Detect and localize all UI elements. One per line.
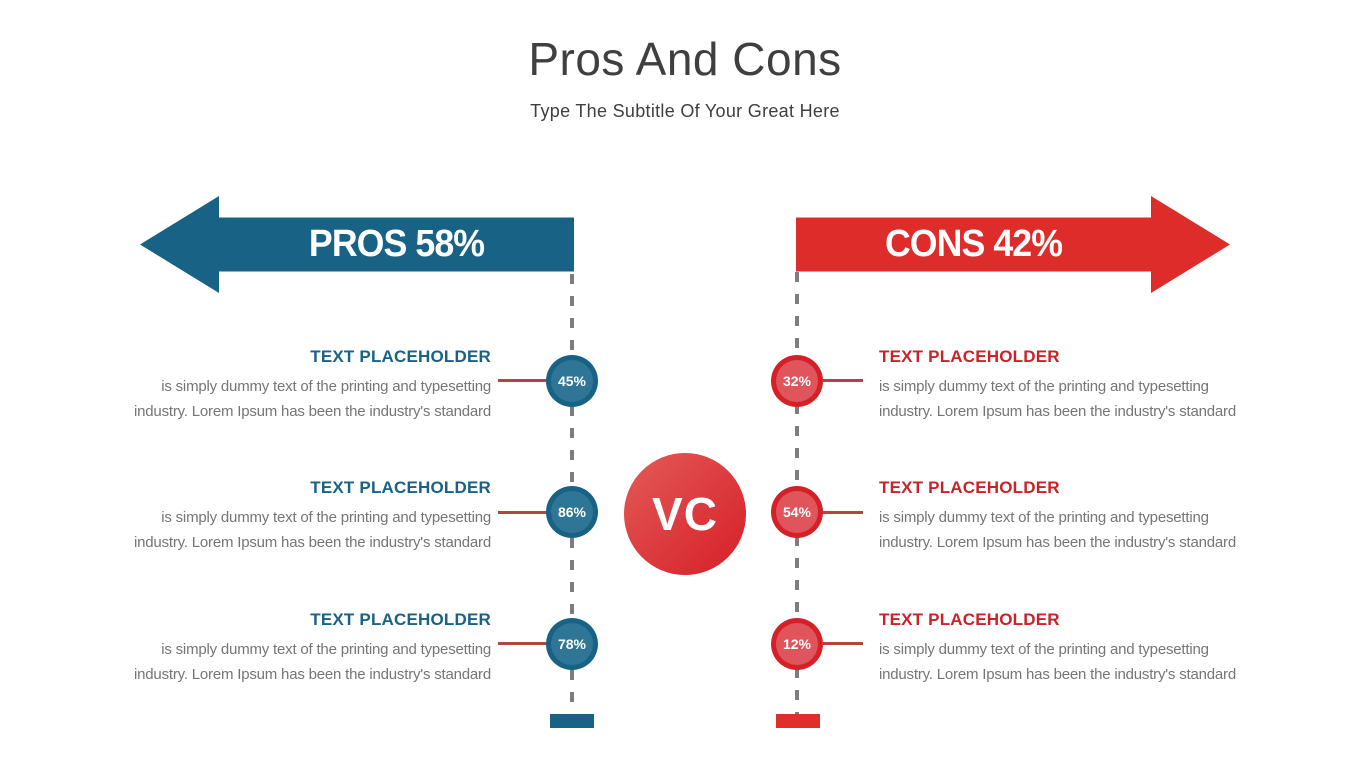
cons-arrow: CONS 42%	[796, 196, 1230, 293]
cons-value-badge: 54%	[771, 486, 823, 538]
pros-item-body-line: industry. Lorem Ipsum has been the indus…	[134, 402, 491, 420]
pros-item-heading: TEXT PLACEHOLDER	[310, 610, 491, 629]
pros-arrow: PROS 58%	[140, 196, 574, 293]
pros-item-body-line: industry. Lorem Ipsum has been the indus…	[134, 533, 491, 551]
cons-item-body-line: is simply dummy text of the printing and…	[879, 378, 1209, 395]
cons-item-3: TEXT PLACEHOLDER is simply dummy text of…	[879, 610, 1236, 687]
page-title: Pros And Cons	[528, 33, 842, 85]
pros-value-badge: 86%	[546, 486, 598, 538]
cons-value-badge: 12%	[771, 618, 823, 670]
cons-item-body-line: is simply dummy text of the printing and…	[879, 641, 1209, 658]
cons-spine-endcap	[776, 714, 820, 728]
pros-item-2: TEXT PLACEHOLDER is simply dummy text of…	[134, 478, 491, 555]
cons-item-1: TEXT PLACEHOLDER is simply dummy text of…	[879, 347, 1236, 424]
pros-value-badge: 45%	[546, 355, 598, 407]
pros-arrow-label: PROS 58%	[308, 222, 485, 265]
right-arrow-icon	[796, 196, 1230, 293]
pros-item-heading: TEXT PLACEHOLDER	[310, 478, 491, 497]
cons-value-badge: 32%	[771, 355, 823, 407]
cons-connector-line	[823, 379, 863, 382]
cons-item-body-line: industry. Lorem Ipsum has been the indus…	[879, 665, 1236, 683]
center-vc-badge: VC	[624, 453, 746, 575]
pros-item-body-line: is simply dummy text of the printing and…	[161, 509, 491, 526]
cons-item-body-line: industry. Lorem Ipsum has been the indus…	[879, 402, 1236, 420]
cons-connector-line	[823, 511, 863, 514]
cons-connector-line	[823, 642, 863, 645]
cons-item-heading: TEXT PLACEHOLDER	[879, 347, 1060, 366]
cons-item-heading: TEXT PLACEHOLDER	[879, 478, 1060, 497]
pros-item-body-line: is simply dummy text of the printing and…	[161, 641, 491, 658]
cons-value-label: 32%	[776, 360, 818, 402]
pros-value-label: 45%	[551, 360, 593, 402]
pros-value-label: 78%	[551, 623, 593, 665]
pros-item-body-line: is simply dummy text of the printing and…	[161, 378, 491, 395]
cons-value-label: 54%	[776, 491, 818, 533]
cons-arrow-label: CONS 42%	[884, 222, 1063, 265]
cons-item-heading: TEXT PLACEHOLDER	[879, 610, 1060, 629]
cons-item-2: TEXT PLACEHOLDER is simply dummy text of…	[879, 478, 1236, 555]
cons-value-label: 12%	[776, 623, 818, 665]
pros-item-3: TEXT PLACEHOLDER is simply dummy text of…	[134, 610, 491, 687]
pros-item-body-line: industry. Lorem Ipsum has been the indus…	[134, 665, 491, 683]
cons-item-body-line: is simply dummy text of the printing and…	[879, 509, 1209, 526]
pros-spine-endcap	[550, 714, 594, 728]
left-arrow-icon	[140, 196, 574, 293]
pros-value-badge: 78%	[546, 618, 598, 670]
pros-value-label: 86%	[551, 491, 593, 533]
pros-item-heading: TEXT PLACEHOLDER	[310, 347, 491, 366]
cons-item-body-line: industry. Lorem Ipsum has been the indus…	[879, 533, 1236, 551]
pros-item-1: TEXT PLACEHOLDER is simply dummy text of…	[134, 347, 491, 424]
pros-connector-line	[498, 379, 547, 382]
pros-connector-line	[498, 511, 547, 514]
pros-connector-line	[498, 642, 547, 645]
page-subtitle: Type The Subtitle Of Your Great Here	[530, 101, 840, 121]
